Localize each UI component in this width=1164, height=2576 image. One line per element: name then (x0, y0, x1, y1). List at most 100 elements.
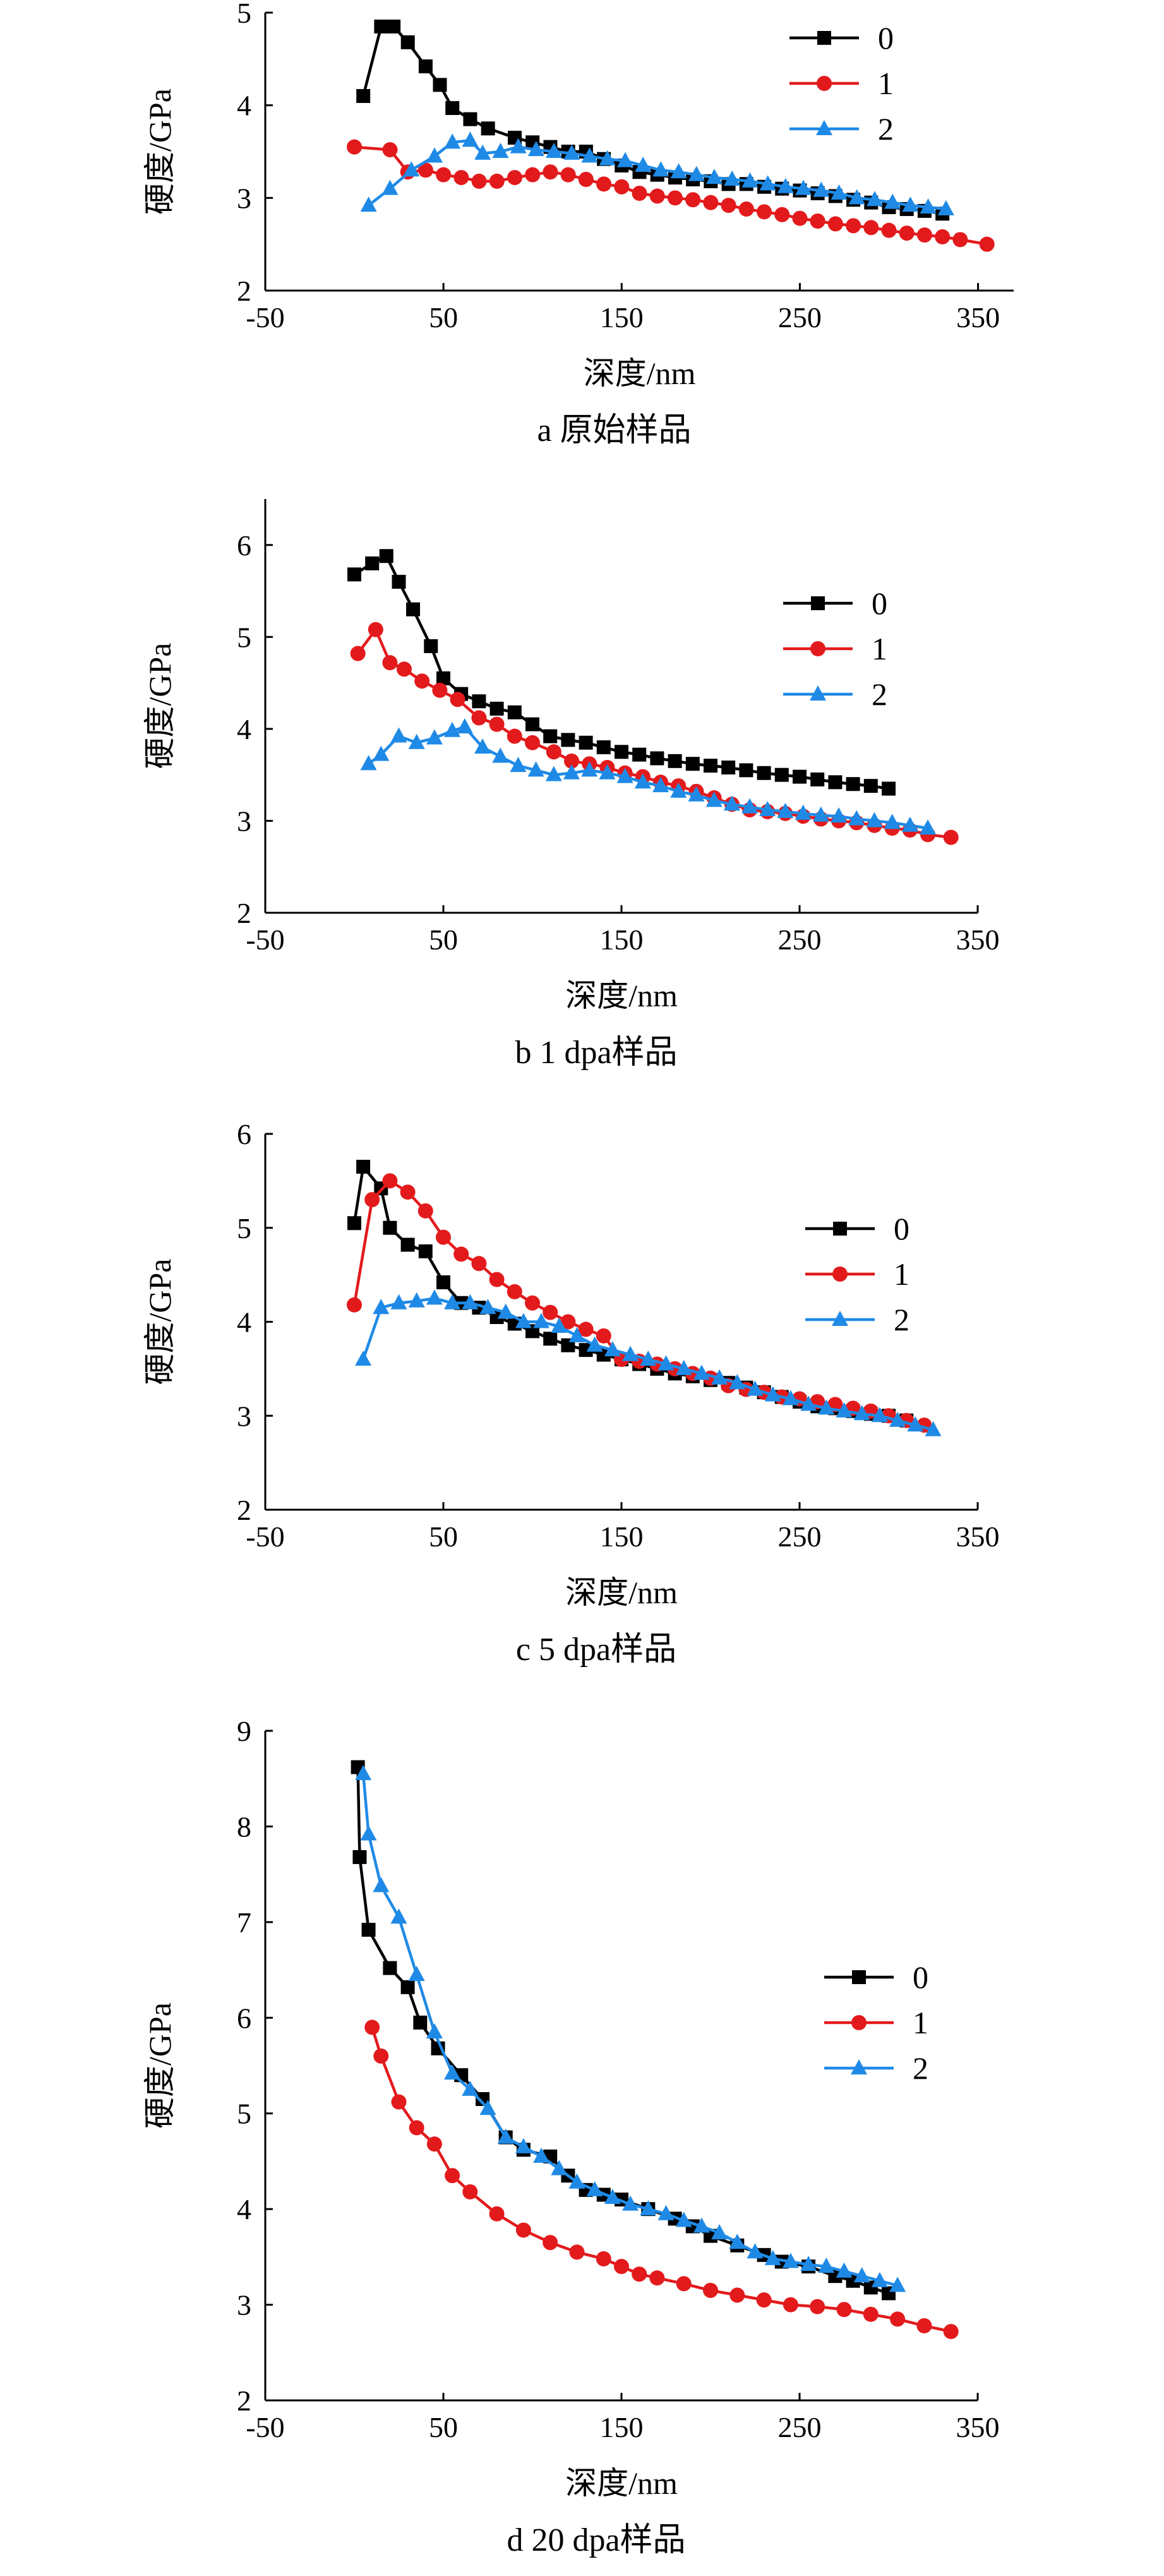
x-tick-label: 250 (778, 924, 822, 956)
x-tick-label: 50 (429, 301, 458, 334)
data-point (818, 2258, 835, 2273)
data-point (688, 786, 705, 802)
data-point (890, 2311, 906, 2327)
data-point (462, 2080, 479, 2096)
data-point (757, 766, 771, 780)
data-point (355, 1765, 372, 1781)
data-point (436, 1275, 450, 1290)
data-point (828, 775, 843, 790)
data-point (738, 201, 754, 217)
y-tick-label: 5 (237, 1212, 251, 1244)
data-point (704, 759, 717, 773)
x-axis-title: 深度/nm (565, 2465, 678, 2501)
data-point (703, 2282, 718, 2298)
x-tick-label: -50 (246, 301, 284, 334)
data-point (527, 141, 544, 157)
data-point (764, 1386, 781, 1402)
data-point (757, 204, 772, 220)
legend-label: 1 (913, 2005, 928, 2040)
data-point (916, 227, 932, 243)
data-point (445, 2168, 460, 2184)
y-tick-label: 3 (237, 182, 251, 214)
legend-label: 0 (913, 1959, 928, 1995)
data-point (586, 2181, 603, 2196)
data-point (935, 229, 951, 244)
data-point (657, 1355, 675, 1371)
data-point (444, 721, 461, 737)
legend: 0 1 2 (824, 1959, 928, 2086)
y-tick-label: 6 (237, 529, 251, 562)
y-tick-label: 5 (237, 621, 251, 653)
panel-c: -50 50 150 250 350 2 3 4 5 6 深度/nm 硬度/GPa c 5 dpa样品 0… (142, 1118, 1000, 1668)
legend: 0 1 2 (789, 20, 894, 147)
data-point (813, 181, 830, 197)
data-point (853, 2267, 870, 2283)
data-point (836, 2262, 853, 2278)
x-tick-label: 350 (956, 301, 1000, 334)
y-tick-label: 6 (237, 2002, 251, 2034)
data-point (417, 162, 433, 178)
data-point (711, 2224, 728, 2239)
data-point (747, 1380, 764, 1396)
data-point (379, 549, 393, 563)
data-point (424, 639, 438, 653)
data-point (937, 200, 954, 215)
data-point (479, 1299, 496, 1315)
data-point (836, 1402, 853, 1417)
data-point (356, 89, 371, 103)
data-point (414, 673, 430, 689)
x-tick-label: -50 (246, 2411, 284, 2443)
data-point (350, 646, 366, 661)
data-point (652, 161, 669, 177)
y-tick-label: 3 (237, 805, 251, 837)
data-point (560, 167, 576, 183)
data-point (450, 692, 465, 707)
data-point (604, 2188, 621, 2204)
data-point (688, 166, 705, 181)
data-point (462, 131, 479, 147)
data-point (800, 1395, 817, 1411)
series-2 (360, 718, 937, 835)
data-point (650, 751, 664, 766)
data-point (705, 791, 723, 807)
data-point (543, 729, 558, 743)
data-point (581, 147, 598, 163)
data-point (846, 218, 861, 234)
y-tick-label: 2 (237, 897, 251, 929)
data-point (543, 1332, 558, 1346)
data-point (383, 1220, 397, 1235)
data-point (721, 761, 736, 775)
data-point (373, 745, 390, 761)
data-point (364, 2019, 380, 2035)
data-point (564, 753, 580, 769)
data-point (352, 1850, 367, 1864)
data-point (747, 2243, 764, 2259)
data-point (497, 1303, 514, 1319)
data-point (622, 2195, 639, 2211)
data-point (782, 1390, 799, 1405)
data-point (474, 144, 491, 160)
legend-label: 0 (894, 1211, 909, 1246)
data-point (703, 195, 719, 210)
x-tick-label: 150 (600, 2411, 644, 2443)
data-point (810, 2299, 825, 2314)
series-0 (347, 549, 896, 796)
data-point (515, 1313, 532, 1328)
data-point (563, 144, 580, 160)
data-point (795, 804, 812, 820)
legend-marker (817, 76, 832, 91)
data-point (866, 812, 883, 828)
data-point (426, 2136, 442, 2152)
data-point (507, 705, 522, 719)
x-tick-label: 50 (429, 1520, 458, 1553)
data-point (649, 2270, 665, 2286)
y-tick-label: 7 (237, 1906, 251, 1939)
data-point (365, 556, 380, 570)
legend-label: 2 (913, 2050, 928, 2086)
data-point (724, 171, 741, 186)
data-point (685, 192, 701, 208)
series-1 (364, 2019, 959, 2339)
series-2 (360, 131, 954, 215)
data-point (739, 763, 753, 778)
data-point (920, 819, 937, 835)
